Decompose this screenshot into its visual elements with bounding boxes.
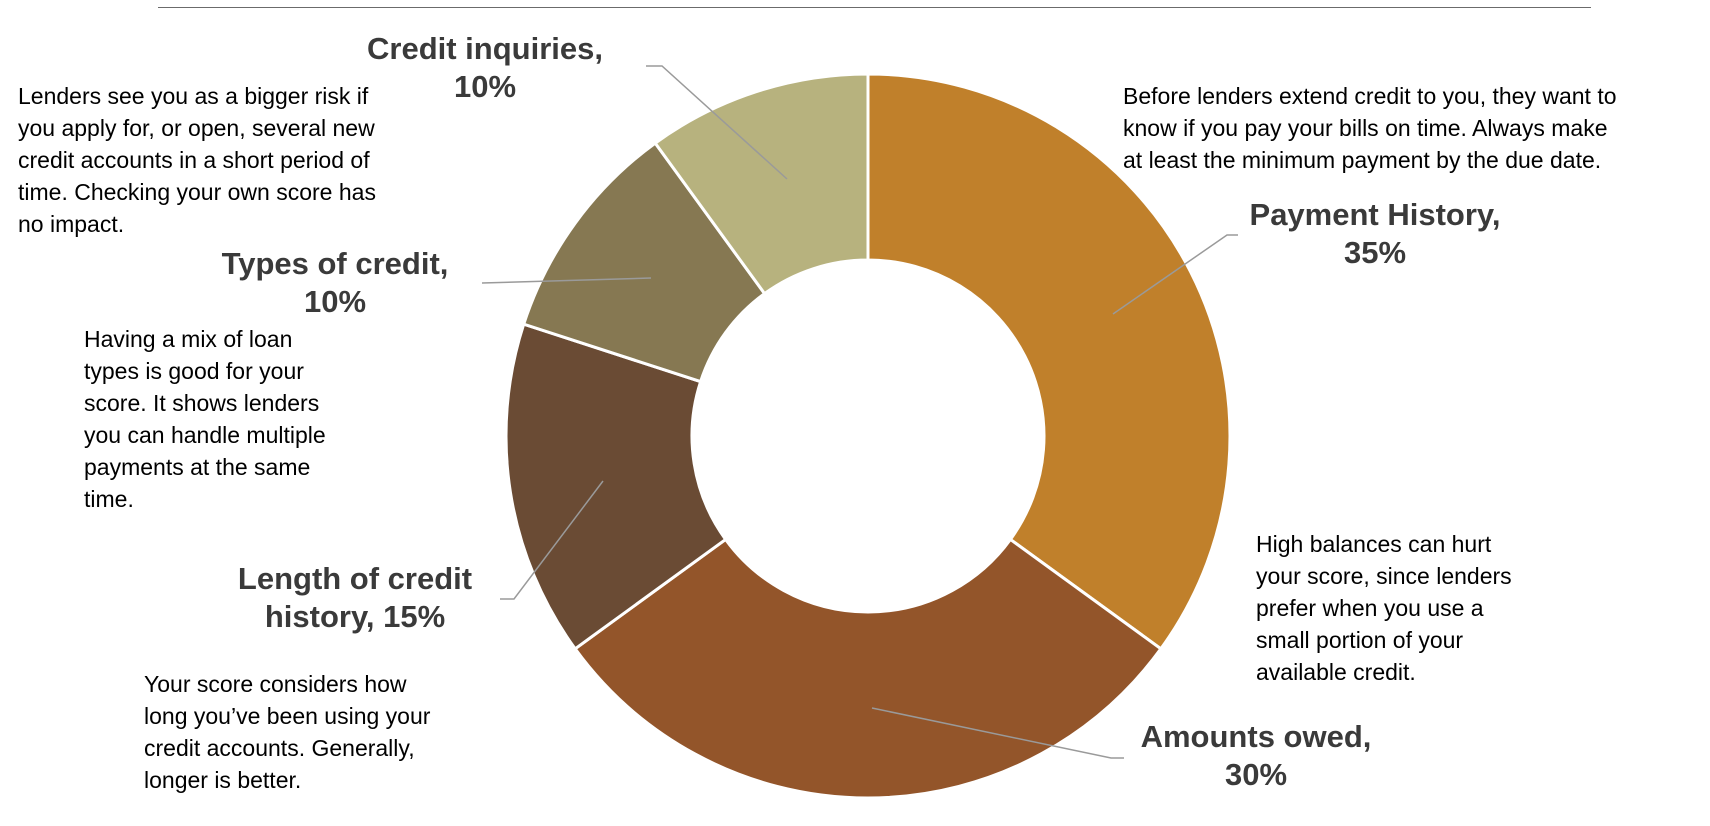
leader-amounts-owed [871,707,1124,759]
leader-payment-history [1112,234,1238,315]
annotation-length-of-credit: Your score considers how long you’ve bee… [144,671,431,793]
annotation-types-of-credit: Having a mix of loan types is good for y… [84,326,326,512]
slice-credit-inquiries [653,72,870,296]
annotation-payment-history: Before lenders extend credit to you, the… [1123,83,1617,173]
leader-types-of-credit [481,277,652,284]
top-rule [158,7,1591,8]
leader-lines [481,65,1238,759]
annotation-amounts-owed: High balances can hurt your score, since… [1256,531,1512,685]
leader-length-of-credit [500,480,604,600]
leader-credit-inquiries [646,65,788,180]
annotation-credit-inquiries: Lenders see you as a bigger risk if you … [18,83,376,237]
label-amounts-owed: Amounts owed, 30% [1140,719,1372,792]
label-length-of-credit: Length of credit history, 15% [237,561,473,634]
label-credit-inquiries: Credit inquiries, 10% [367,31,603,104]
slice-length-of-credit-history [504,322,728,651]
slice-amounts-owed [573,537,1163,800]
label-types-of-credit: Types of credit, 10% [221,246,449,319]
slice-payment-history [866,72,1232,651]
label-payment-history: Payment History, 35% [1249,197,1501,270]
chart-slices [504,72,1232,800]
